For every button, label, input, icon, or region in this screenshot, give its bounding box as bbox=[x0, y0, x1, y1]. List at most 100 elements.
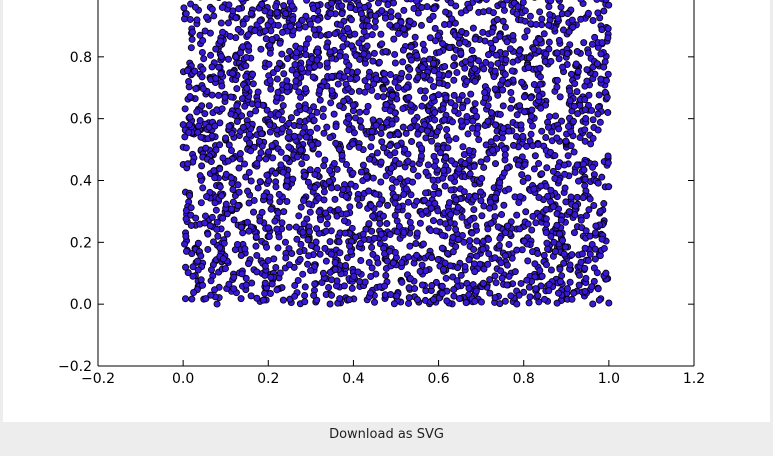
scatter-point bbox=[454, 203, 462, 211]
scatter-point bbox=[595, 91, 603, 99]
scatter-point bbox=[351, 30, 359, 38]
scatter-point bbox=[382, 118, 390, 126]
scatter-point bbox=[442, 94, 450, 102]
scatter-point bbox=[557, 278, 565, 286]
scatter-point bbox=[550, 238, 558, 246]
scatter-point bbox=[239, 123, 247, 131]
scatter-point bbox=[201, 212, 209, 220]
x-tick-label: 0.0 bbox=[172, 371, 194, 387]
scatter-point bbox=[530, 185, 538, 193]
scatter-point bbox=[328, 276, 336, 284]
scatter-point bbox=[229, 7, 237, 15]
scatter-point bbox=[556, 93, 564, 101]
scatter-plot: −0.2 0.0 0.2 0.4 0.6 0.8 1.0 1.2−0.20.00.20.40.… bbox=[58, 0, 705, 387]
scatter-point bbox=[342, 80, 350, 88]
scatter-point bbox=[497, 259, 505, 267]
scatter-point bbox=[480, 8, 488, 16]
scatter-point bbox=[234, 25, 242, 33]
scatter-point bbox=[237, 223, 245, 231]
scatter-point bbox=[336, 102, 344, 110]
scatter-point bbox=[241, 245, 249, 253]
scatter-point bbox=[499, 1, 507, 9]
scatter-point bbox=[399, 123, 407, 131]
scatter-point bbox=[203, 193, 211, 201]
scatter-point bbox=[314, 139, 322, 147]
scatter-point bbox=[581, 175, 589, 183]
scatter-point bbox=[338, 151, 346, 159]
scatter-point bbox=[233, 240, 241, 248]
scatter-point bbox=[430, 152, 438, 160]
scatter-point bbox=[468, 46, 476, 54]
scatter-point bbox=[242, 72, 250, 80]
scatter-point bbox=[297, 203, 305, 211]
scatter-point bbox=[377, 230, 385, 238]
scatter-point bbox=[366, 289, 374, 297]
scatter-point bbox=[405, 294, 413, 302]
scatter-point bbox=[308, 141, 316, 149]
scatter-point bbox=[372, 121, 380, 129]
scatter-point bbox=[547, 57, 555, 65]
scatter-point bbox=[207, 51, 215, 59]
scatter-point bbox=[245, 130, 253, 138]
scatter-point bbox=[246, 110, 254, 118]
scatter-point bbox=[208, 213, 216, 221]
scatter-point bbox=[233, 102, 241, 110]
scatter-point bbox=[188, 28, 196, 36]
scatter-point bbox=[304, 178, 312, 186]
scatter-point bbox=[225, 280, 233, 288]
scatter-point bbox=[570, 289, 578, 297]
scatter-point bbox=[519, 132, 527, 140]
scatter-point bbox=[514, 3, 522, 11]
scatter-point bbox=[542, 229, 550, 237]
scatter-point bbox=[381, 14, 389, 22]
scatter-point bbox=[389, 91, 397, 99]
scatter-point bbox=[365, 220, 373, 228]
scatter-point bbox=[382, 47, 390, 55]
scatter-point bbox=[242, 53, 250, 61]
scatter-point bbox=[563, 285, 571, 293]
scatter-point bbox=[229, 69, 237, 77]
scatter-point bbox=[198, 48, 206, 56]
scatter-point bbox=[537, 104, 545, 112]
scatter-point bbox=[505, 127, 513, 135]
scatter-point bbox=[455, 39, 463, 47]
scatter-point bbox=[497, 267, 505, 275]
scatter-point bbox=[237, 251, 245, 259]
scatter-point bbox=[416, 219, 424, 227]
scatter-point bbox=[491, 294, 499, 302]
scatter-point bbox=[360, 50, 368, 58]
scatter-point bbox=[507, 104, 515, 112]
scatter-point bbox=[347, 16, 355, 24]
scatter-point bbox=[557, 3, 565, 11]
scatter-point bbox=[419, 72, 427, 80]
scatter-point bbox=[404, 198, 412, 206]
scatter-point bbox=[567, 142, 575, 150]
scatter-point bbox=[377, 129, 385, 137]
scatter-point bbox=[300, 220, 308, 228]
scatter-point bbox=[524, 220, 532, 228]
scatter-point bbox=[300, 197, 308, 205]
scatter-point bbox=[564, 10, 572, 18]
scatter-point bbox=[316, 250, 324, 258]
scatter-point bbox=[581, 126, 589, 134]
scatter-point bbox=[187, 221, 195, 229]
scatter-point bbox=[298, 160, 306, 168]
scatter-point bbox=[208, 91, 216, 99]
scatter-point bbox=[431, 24, 439, 32]
scatter-point bbox=[560, 259, 568, 267]
scatter-point bbox=[239, 229, 247, 237]
download-svg-link[interactable]: Download as SVG bbox=[329, 427, 444, 442]
scatter-point bbox=[303, 0, 311, 4]
scatter-point bbox=[529, 212, 537, 220]
scatter-point bbox=[575, 281, 583, 289]
scatter-point bbox=[224, 55, 232, 63]
x-tick-label: 1.2 bbox=[683, 371, 705, 387]
scatter-point bbox=[554, 163, 562, 171]
scatter-point bbox=[365, 22, 373, 30]
scatter-point bbox=[289, 16, 297, 24]
scatter-point bbox=[484, 260, 492, 268]
scatter-point bbox=[216, 244, 224, 252]
scatter-point bbox=[182, 263, 190, 271]
scatter-point bbox=[254, 88, 262, 96]
scatter-point bbox=[391, 199, 399, 207]
